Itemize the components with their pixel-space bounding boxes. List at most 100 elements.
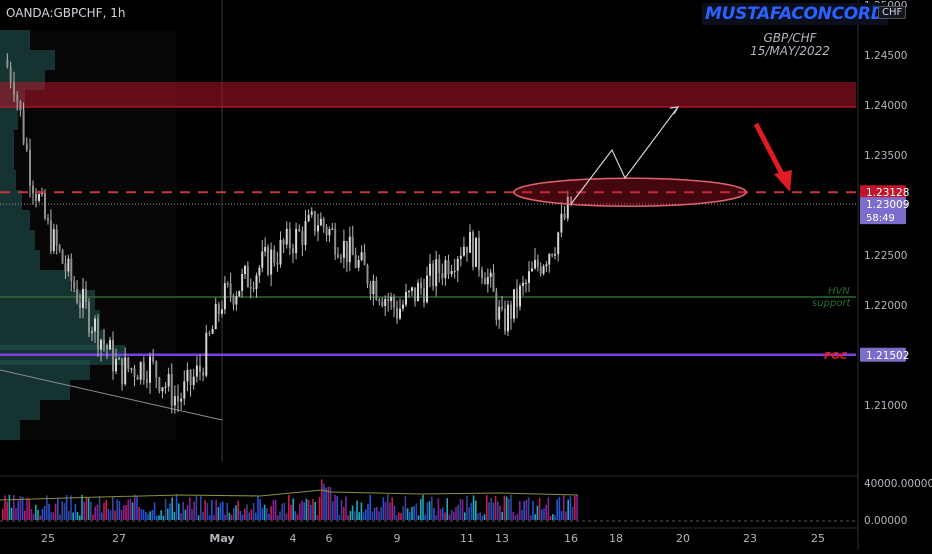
x-tick-label: 9 [394,532,401,545]
candle-body [554,254,556,256]
volume-bar [171,497,173,520]
volume-bar [189,497,191,520]
volume-profile-bar [0,420,20,440]
candle-body [560,213,563,233]
projection-path [570,106,679,205]
volume-bar [257,496,259,520]
candle-body [450,271,453,275]
candle-body [292,248,294,254]
volume-profile-bar [0,50,55,70]
price-axis-bg [858,0,932,550]
candle-body [441,273,444,279]
candle-body [402,304,404,309]
volume-bar [263,504,266,520]
volume-bar [116,499,118,520]
volume-bar [354,511,356,520]
volume-bar [81,494,83,520]
candle-body [417,283,419,302]
volume-bar [169,503,171,520]
candle-body [360,252,363,260]
candle-body [85,288,87,303]
candle-body [282,239,285,245]
volume-bar [516,513,519,520]
volume-bar [74,504,77,520]
candle-body [414,287,416,302]
volume-bar [79,515,81,520]
candle-body [167,374,170,387]
candle-body [223,283,226,310]
volume-bar [409,511,411,520]
candle-body [189,369,192,385]
candle-body [542,266,545,274]
current-price-badge: 1.23009 [866,199,909,211]
candle-body [52,229,55,252]
volume-profile-bar [0,380,70,400]
x-tick-label: May [209,532,234,545]
volume-bar [439,509,442,520]
volume-bar [24,510,26,520]
volume-bar [296,514,299,520]
candle-body [536,259,539,267]
dashed-price-badge: 1.23128 [866,187,909,199]
volume-bar [114,510,116,520]
volume-bar [109,510,112,520]
candle-body [475,237,477,267]
candle-body [432,263,435,287]
candle-body [387,299,390,301]
volume-bar [237,500,239,520]
volume-bar [318,497,321,520]
candle-body [295,228,298,254]
volume-bar [365,509,367,520]
candle-body [161,387,164,392]
x-tick-label: 4 [290,532,297,545]
candle-body [94,318,96,332]
candle-body [112,339,114,372]
volume-bar [277,515,279,520]
volume-bar [235,505,237,520]
candle-body [396,307,398,319]
y-tick-label: 1.22000 [864,300,907,312]
volume-bar [90,501,92,520]
volume-bar [534,514,536,520]
candle-body [235,296,238,305]
volume-bar [41,509,44,520]
volume-bar [63,503,66,520]
candle-body [127,357,130,369]
currency-badge[interactable]: CHF [878,6,907,19]
volume-bar [338,514,341,520]
candle-body [301,231,304,246]
volume-bar [340,500,343,520]
volume-profile-bar [0,400,40,420]
candle-body [393,296,396,308]
volume-bar [525,499,528,520]
y-tick-label: 1.21000 [864,400,907,412]
volume-bar [219,502,222,520]
y-tick-label: 1.22500 [864,250,907,262]
volume-bar [446,498,448,520]
volume-bar [459,498,462,520]
candle-body [531,268,533,272]
volume-bar [475,500,477,520]
candle-body [545,264,548,267]
dashed-price-badge-bg [860,185,906,200]
countdown-badge: 58:49 [866,213,895,224]
candle-body [6,60,9,68]
volume-bar [68,510,70,520]
candle-body [25,143,28,150]
volume-bar [2,508,4,520]
candle-body [115,359,117,372]
volume-bar [178,503,180,520]
y-tick-label: 1.24000 [864,100,907,112]
volume-bar [391,497,393,520]
volume-bar [426,502,429,520]
volume-bar [336,496,338,520]
candle-body [211,329,214,334]
volume-bar [464,512,466,520]
candle-body [183,381,186,399]
volume-bar [35,504,37,520]
volume-bar [8,494,11,520]
volume-profile-bar [0,170,16,190]
candle-body [472,232,474,267]
